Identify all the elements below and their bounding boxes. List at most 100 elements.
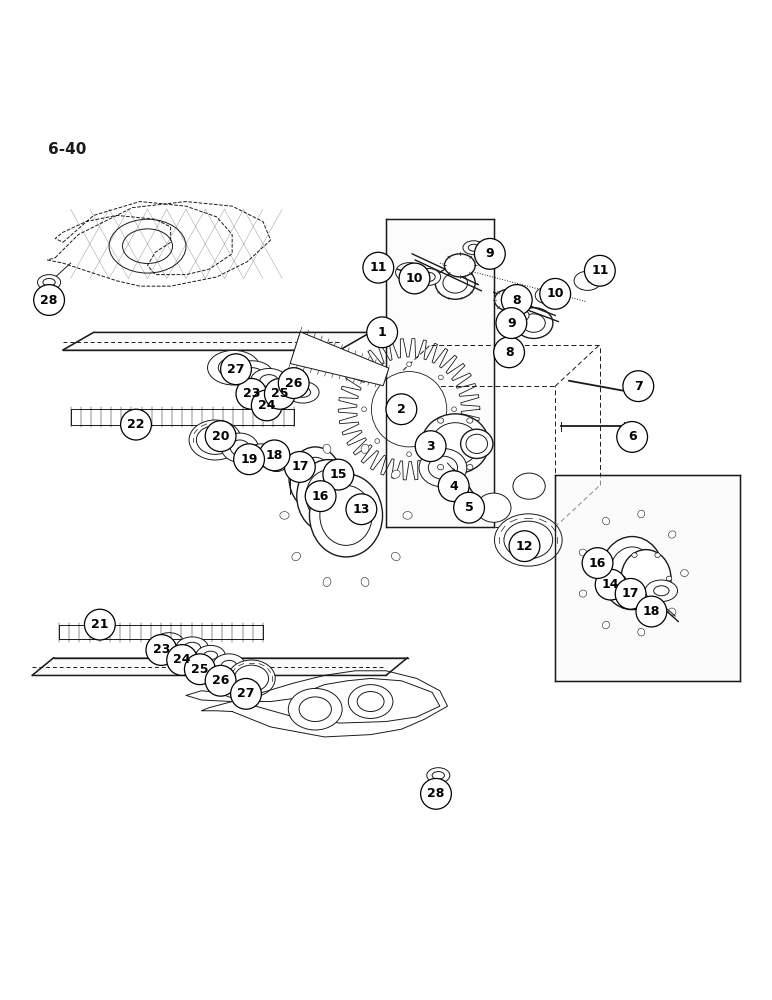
Circle shape: [167, 645, 198, 675]
Circle shape: [475, 238, 505, 269]
Ellipse shape: [669, 531, 676, 538]
Text: 16: 16: [312, 490, 330, 503]
Ellipse shape: [189, 420, 242, 460]
Ellipse shape: [432, 772, 445, 779]
Text: 24: 24: [174, 653, 191, 666]
Ellipse shape: [540, 291, 554, 300]
Ellipse shape: [196, 645, 225, 665]
Ellipse shape: [213, 654, 245, 677]
Text: 26: 26: [212, 674, 229, 687]
Ellipse shape: [234, 665, 269, 692]
Ellipse shape: [323, 444, 331, 453]
Circle shape: [362, 407, 367, 412]
Text: 11: 11: [370, 261, 387, 274]
Polygon shape: [386, 219, 493, 527]
Ellipse shape: [579, 590, 587, 597]
Ellipse shape: [681, 570, 689, 577]
Circle shape: [265, 378, 295, 409]
Ellipse shape: [482, 441, 488, 447]
Text: 3: 3: [426, 440, 435, 453]
Ellipse shape: [422, 272, 435, 282]
Ellipse shape: [638, 628, 645, 636]
Text: 12: 12: [516, 540, 533, 553]
Ellipse shape: [251, 368, 287, 393]
Ellipse shape: [535, 287, 560, 304]
Ellipse shape: [43, 278, 56, 286]
Circle shape: [371, 372, 447, 447]
Circle shape: [279, 368, 309, 398]
Circle shape: [407, 452, 411, 457]
Ellipse shape: [419, 448, 467, 487]
Ellipse shape: [422, 414, 489, 474]
Circle shape: [323, 459, 354, 490]
Ellipse shape: [513, 473, 545, 499]
Ellipse shape: [507, 308, 529, 322]
Ellipse shape: [218, 358, 249, 378]
Circle shape: [375, 375, 380, 380]
Circle shape: [415, 431, 446, 462]
Circle shape: [236, 378, 267, 409]
Circle shape: [636, 596, 667, 627]
Circle shape: [284, 452, 315, 482]
Ellipse shape: [231, 361, 273, 388]
Polygon shape: [32, 658, 408, 675]
Text: 8: 8: [513, 294, 521, 307]
Text: 9: 9: [507, 317, 516, 330]
Ellipse shape: [574, 271, 601, 290]
Text: 6-40: 6-40: [48, 142, 86, 157]
Ellipse shape: [601, 537, 664, 610]
Ellipse shape: [416, 268, 441, 285]
Ellipse shape: [645, 580, 678, 602]
Text: 22: 22: [127, 418, 145, 431]
Ellipse shape: [296, 460, 360, 533]
Ellipse shape: [228, 660, 276, 697]
Ellipse shape: [306, 470, 350, 522]
Ellipse shape: [655, 599, 660, 604]
Circle shape: [120, 409, 151, 440]
Polygon shape: [290, 332, 389, 386]
Ellipse shape: [494, 289, 523, 311]
Ellipse shape: [279, 512, 289, 519]
Text: 16: 16: [589, 557, 606, 570]
Circle shape: [252, 390, 282, 421]
Ellipse shape: [494, 514, 562, 566]
Ellipse shape: [610, 547, 655, 599]
Ellipse shape: [230, 440, 249, 455]
Ellipse shape: [428, 456, 458, 479]
Ellipse shape: [247, 444, 276, 467]
Circle shape: [146, 635, 177, 665]
Circle shape: [221, 354, 252, 385]
Ellipse shape: [602, 621, 610, 629]
Ellipse shape: [514, 308, 553, 338]
Circle shape: [438, 439, 443, 443]
Text: 8: 8: [505, 346, 513, 359]
Text: 25: 25: [271, 387, 289, 400]
Ellipse shape: [403, 512, 412, 519]
Ellipse shape: [222, 433, 259, 462]
Circle shape: [234, 444, 265, 475]
Ellipse shape: [222, 660, 237, 670]
Text: 18: 18: [266, 449, 283, 462]
Ellipse shape: [323, 577, 331, 587]
Ellipse shape: [504, 521, 553, 559]
Text: 17: 17: [622, 587, 639, 600]
Circle shape: [185, 654, 215, 685]
Ellipse shape: [292, 470, 300, 478]
Text: 13: 13: [353, 503, 370, 516]
Ellipse shape: [242, 368, 263, 382]
Ellipse shape: [348, 685, 393, 718]
Circle shape: [584, 255, 615, 286]
Ellipse shape: [469, 244, 479, 251]
Ellipse shape: [260, 375, 279, 387]
Text: 23: 23: [242, 387, 260, 400]
Text: 23: 23: [153, 643, 170, 656]
Circle shape: [501, 285, 532, 315]
Ellipse shape: [443, 273, 468, 293]
Ellipse shape: [467, 464, 473, 470]
Circle shape: [205, 665, 236, 696]
Ellipse shape: [38, 275, 61, 290]
Text: 18: 18: [643, 605, 660, 618]
Ellipse shape: [438, 418, 444, 423]
Circle shape: [454, 492, 485, 523]
Text: 24: 24: [258, 399, 276, 412]
